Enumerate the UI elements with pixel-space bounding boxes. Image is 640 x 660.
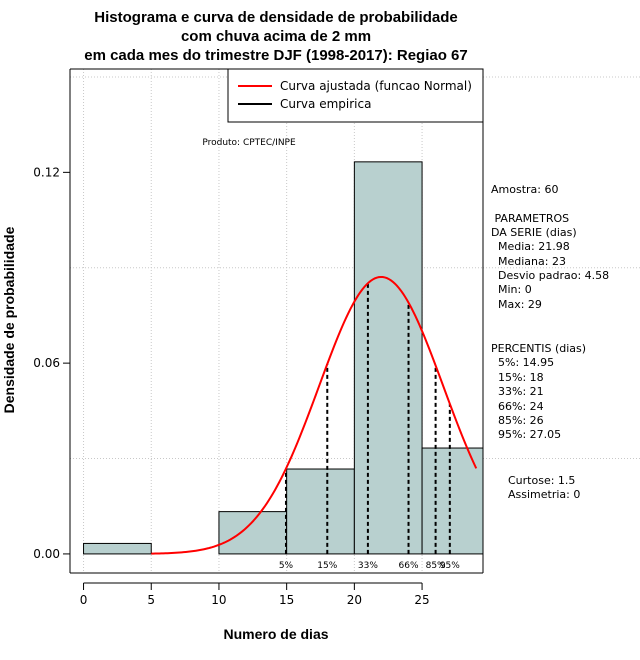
chart-title-line-2: com chuva acima de 2 mm: [181, 28, 371, 45]
side-params-heading: PARAMETROS: [491, 212, 569, 225]
x-tick-label: 0: [80, 593, 88, 607]
axes: 0 5 10 15 20 25 0.00 0.06 0.12: [33, 68, 484, 607]
side-sd: Desvio padrao: 4.58: [491, 269, 609, 282]
histogram-bar: [353, 161, 423, 555]
x-tick-label: 5: [147, 593, 155, 607]
normal-curve-layer: [151, 275, 478, 555]
histogram-bars: [83, 161, 484, 555]
percentile-label: 66%: [399, 561, 419, 571]
side-p66: 66%: 24: [491, 400, 544, 413]
side-sample: Amostra: 60: [491, 183, 558, 196]
x-tick-label: 20: [347, 593, 362, 607]
side-params-subheading: DA SERIE (dias): [491, 226, 577, 239]
side-p33: 33%: 21: [491, 385, 544, 398]
legend: Curva ajustada (funcao Normal) Curva emp…: [227, 68, 484, 123]
side-median: Mediana: 23: [491, 255, 566, 268]
percentile-label: 5%: [279, 561, 294, 571]
y-tick-label: 0.06: [33, 356, 60, 370]
side-p15: 15%: 18: [491, 371, 544, 384]
percentile-label: 33%: [358, 561, 378, 571]
y-tick-label: 0.12: [33, 165, 60, 179]
side-mean: Media: 21.98: [491, 240, 570, 253]
percentile-label: 85%: [426, 561, 446, 571]
histogram-bar: [83, 542, 152, 555]
side-p85: 85%: 26: [491, 414, 544, 427]
side-percentiles-heading: PERCENTIS (dias): [491, 342, 586, 355]
histogram-bar: [286, 468, 355, 555]
percentile-label: 15%: [317, 561, 337, 571]
legend-label-empirical: Curva empirica: [280, 97, 371, 111]
x-tick-label: 10: [211, 593, 226, 607]
y-tick-label: 0.00: [33, 547, 60, 561]
side-p95: 95%: 27.05: [491, 428, 561, 441]
percentile-label: 95%: [440, 561, 460, 571]
x-axis-label: Numero de dias: [223, 626, 328, 642]
chart-title-line-1: Histograma e curva de densidade de proba…: [94, 9, 457, 26]
credit-text: Produto: CPTEC/INPE: [202, 138, 296, 148]
y-axis-label: Densidade de probabilidade: [1, 226, 17, 413]
x-tick-label: 25: [414, 593, 429, 607]
normal-curve: [151, 275, 478, 555]
side-skewness: Assimetria: 0: [508, 488, 580, 501]
side-min: Min: 0: [491, 283, 532, 296]
legend-label-fitted: Curva ajustada (funcao Normal): [280, 79, 472, 93]
statistics-panel: Amostra: 60 PARAMETROS DA SERIE (dias) M…: [491, 183, 609, 501]
x-tick-label: 15: [279, 593, 294, 607]
legend-box: [227, 68, 484, 123]
histogram-bar: [421, 447, 484, 555]
histogram-bar: [218, 511, 288, 555]
side-max: Max: 29: [491, 298, 542, 311]
side-p5: 5%: 14.95: [491, 356, 554, 369]
chart-title-line-3: em cada mes do trimestre DJF (1998-2017)…: [84, 47, 468, 64]
percentile-lines: 5% 15% 33% 66% 85%95%: [279, 283, 460, 571]
side-kurtosis: Curtose: 1.5: [508, 474, 575, 487]
